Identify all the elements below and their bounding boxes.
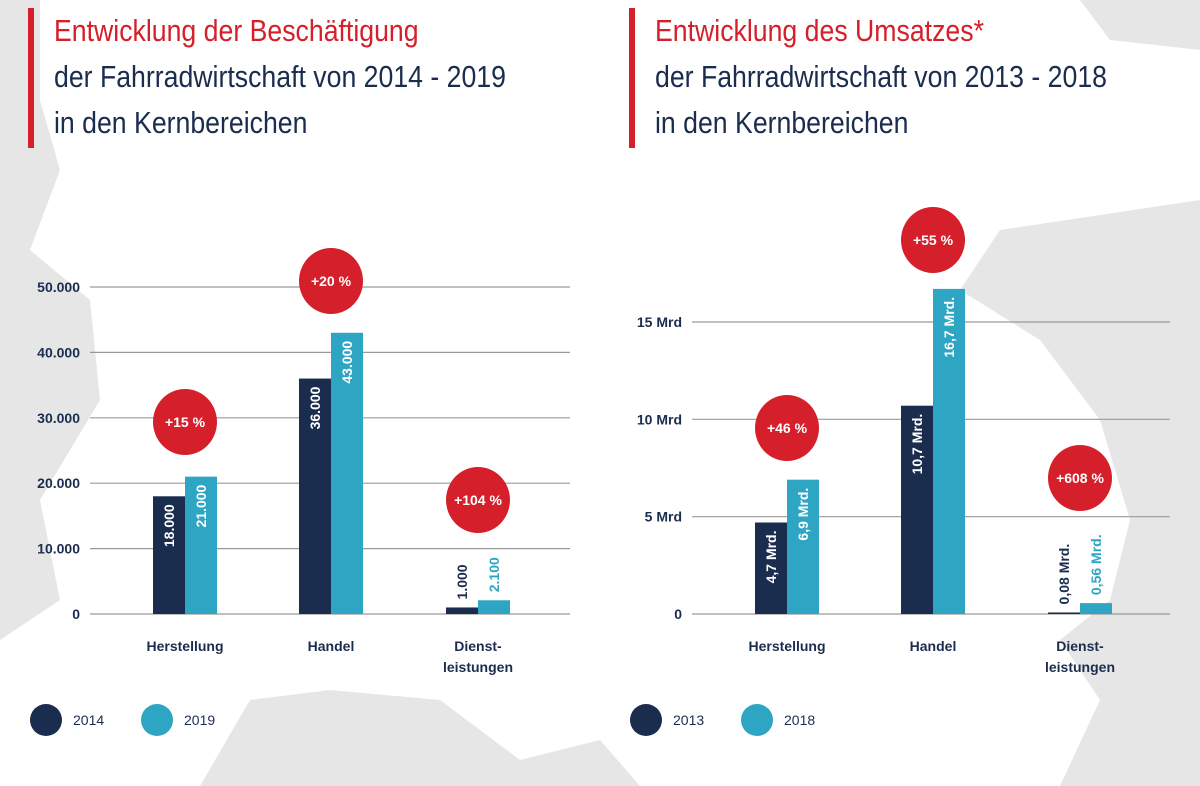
- bar-value-label: 6,9 Mrd.: [795, 488, 811, 541]
- bar-value-label: 4,7 Mrd.: [763, 531, 779, 584]
- bar-2018: [933, 288, 965, 614]
- change-badge-label: +15 %: [165, 414, 206, 430]
- y-tick-label: 5 Mrd: [645, 509, 682, 525]
- category-label: leistungen: [443, 659, 513, 675]
- change-badge: [1048, 445, 1112, 511]
- bar-value-label: 18.000: [161, 504, 177, 547]
- bar-2013: [1048, 612, 1080, 614]
- bar-2014: [446, 607, 478, 614]
- chart-subtitle: in den Kernbereichen: [54, 105, 308, 140]
- category-label: Dienst-: [454, 638, 502, 654]
- bar-2018: [787, 479, 819, 614]
- change-badge: [901, 207, 965, 273]
- change-badge: [755, 395, 819, 461]
- revenue-title-block: Entwicklung des Umsatzes* der Fahrradwir…: [629, 8, 1181, 148]
- change-badge-label: +20 %: [311, 273, 352, 289]
- category-label: Handel: [308, 638, 355, 654]
- bar-2013: [755, 522, 787, 614]
- bar-value-label: 1.000: [454, 564, 470, 599]
- chart-title: Entwicklung der Beschäftigung: [54, 13, 419, 48]
- legend-label: 2013: [673, 712, 704, 728]
- y-tick-label: 40.000: [37, 344, 80, 360]
- bar-2018: [1080, 603, 1112, 614]
- bar-value-label: 36.000: [307, 386, 323, 429]
- bar-value-label: 43.000: [339, 341, 355, 384]
- category-label: Herstellung: [146, 638, 223, 654]
- change-badge: [299, 248, 363, 314]
- category-label: Handel: [910, 638, 957, 654]
- change-badge-label: +608 %: [1056, 470, 1104, 486]
- chart-title: Entwicklung des Umsatzes*: [655, 13, 984, 48]
- chart-subtitle: in den Kernbereichen: [655, 105, 909, 140]
- y-tick-label: 10 Mrd: [637, 411, 682, 427]
- y-tick-label: 30.000: [37, 410, 80, 426]
- category-label: Dienst-: [1056, 638, 1104, 654]
- legend-label: 2018: [784, 712, 815, 728]
- legend-swatch-2019: [141, 704, 173, 736]
- change-badge-label: +104 %: [454, 492, 502, 508]
- bar-value-label: 16,7 Mrd.: [941, 297, 957, 358]
- y-tick-label: 20.000: [37, 475, 80, 491]
- category-label: leistungen: [1045, 659, 1115, 675]
- change-badge-label: +55 %: [913, 232, 954, 248]
- change-badge-label: +46 %: [767, 420, 808, 436]
- bar-2014: [153, 496, 185, 614]
- bar-value-label: 2.100: [486, 557, 502, 592]
- employment-title-block: Entwicklung der Beschäftigung der Fahrra…: [28, 8, 580, 148]
- bar-2019: [331, 332, 363, 614]
- legend-label: 2014: [73, 712, 104, 728]
- bar-value-label: 0,56 Mrd.: [1088, 534, 1104, 595]
- bar-2019: [185, 476, 217, 614]
- bar-value-label: 10,7 Mrd.: [909, 414, 925, 475]
- change-badge: [446, 467, 510, 533]
- legend-swatch-2013: [630, 704, 662, 736]
- bar-2014: [299, 378, 331, 614]
- y-tick-label: 50.000: [37, 279, 80, 295]
- y-tick-label: 0: [72, 606, 80, 622]
- chart-subtitle: der Fahrradwirtschaft von 2013 - 2018: [655, 59, 1107, 94]
- bar-value-label: 0,08 Mrd.: [1056, 544, 1072, 605]
- legend-swatch-2014: [30, 704, 62, 736]
- legend-swatch-2018: [741, 704, 773, 736]
- y-tick-label: 0: [674, 606, 682, 622]
- bar-value-label: 21.000: [193, 484, 209, 527]
- chart-subtitle: der Fahrradwirtschaft von 2014 - 2019: [54, 59, 506, 94]
- y-tick-label: 15 Mrd: [637, 314, 682, 330]
- bar-2019: [478, 600, 510, 614]
- category-label: Herstellung: [748, 638, 825, 654]
- legend-label: 2019: [184, 712, 215, 728]
- y-tick-label: 10.000: [37, 541, 80, 557]
- bar-2013: [901, 405, 933, 614]
- change-badge: [153, 389, 217, 455]
